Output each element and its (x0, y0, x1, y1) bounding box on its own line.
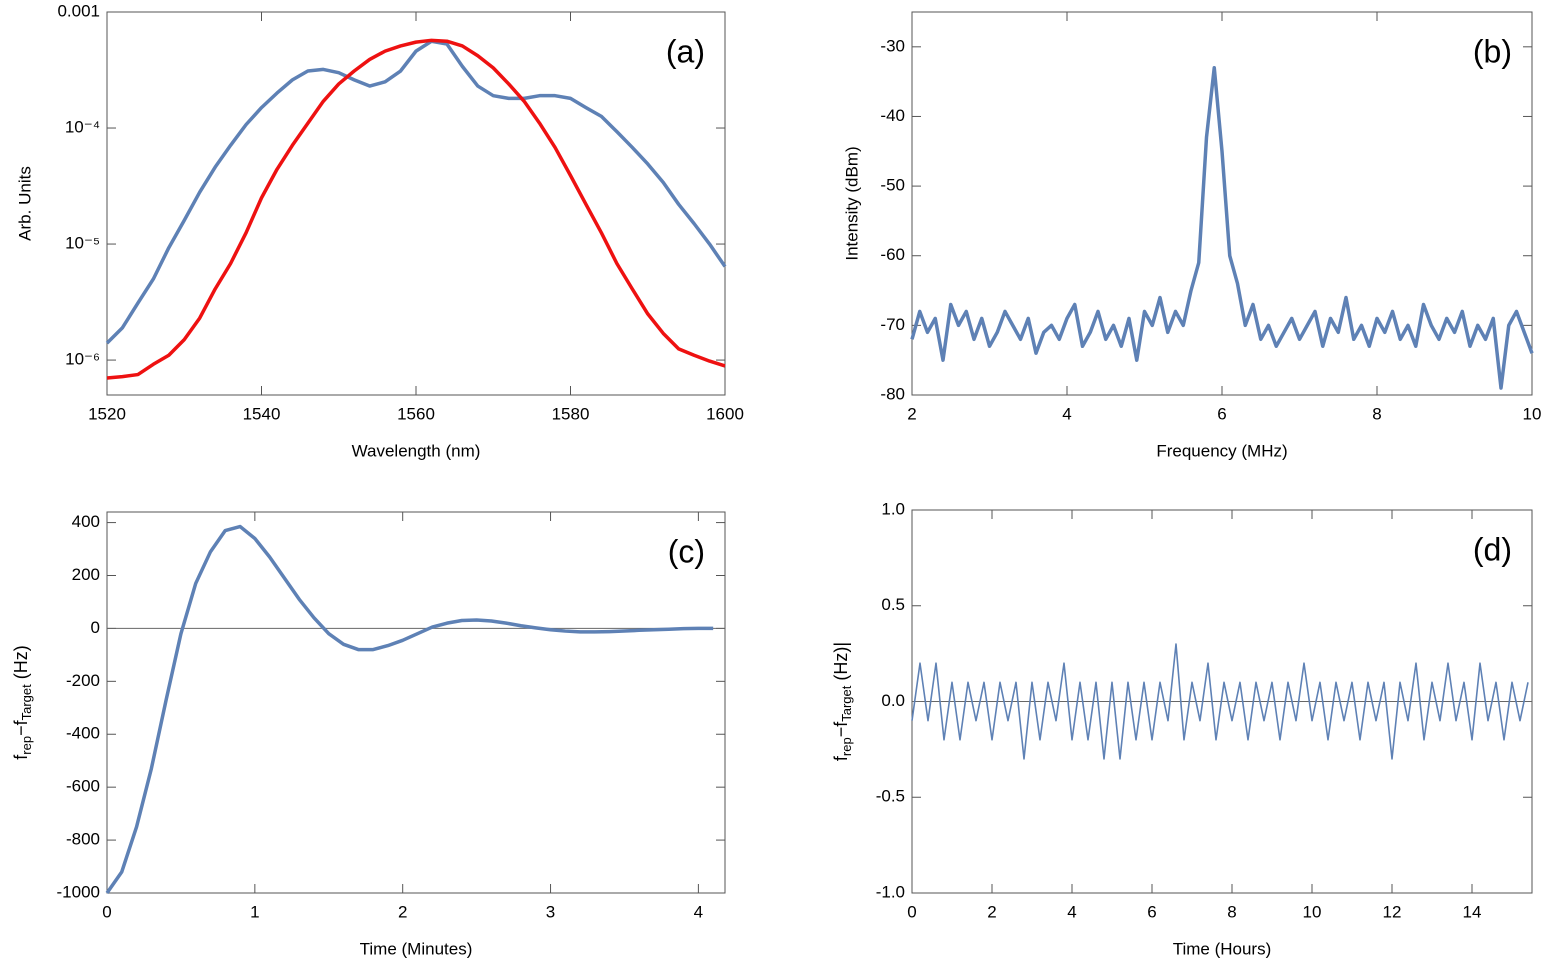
y-axis-label-part: −f (831, 721, 851, 738)
x-axis-label: Time (Minutes) (360, 939, 473, 958)
y-tick-label: -200 (66, 671, 100, 690)
x-tick-label: 1580 (552, 404, 590, 423)
x-tick-label: 3 (546, 902, 555, 921)
x-tick-label: 14 (1463, 902, 1482, 921)
y-tick-label: -1.0 (876, 882, 905, 901)
y-tick-label: 200 (72, 565, 100, 584)
y-axis-label-part: (Hz) (11, 645, 31, 684)
x-tick-label: 2 (987, 902, 996, 921)
y-tick-label: 0.0 (881, 691, 905, 710)
x-tick-label: 6 (1217, 404, 1226, 423)
panel-label: (a) (666, 33, 705, 69)
y-tick-label: 10⁻⁶ (65, 350, 100, 369)
panel: 1520 1540 1560 1580 1600 10⁻⁶ 10⁻⁵ 10⁻⁴ 0.001 Wav… (15, 1, 743, 460)
y-tick-label: -1000 (57, 882, 100, 901)
plot-frame (106, 11, 726, 396)
x-tick-label: 10 (1523, 404, 1542, 423)
y-tick-label: -600 (66, 777, 100, 796)
x-tick-label: 0 (907, 902, 916, 921)
x-tick-label: 0 (102, 902, 111, 921)
data-line (910, 65, 1534, 390)
x-tick-label: 1560 (397, 404, 435, 423)
y-axis-label: frep−fTarget (Hz) (11, 645, 35, 759)
y-tick-label: 0.001 (57, 1, 100, 20)
y-axis-label-part: (Hz)| (831, 642, 851, 686)
y-tick-label: 0.5 (881, 595, 905, 614)
x-tick-label: 6 (1147, 902, 1156, 921)
x-axis-label: Time (Hours) (1173, 939, 1272, 958)
y-axis-label: Intensity (dBm) (842, 146, 861, 260)
y-axis-label-subscript: Target (19, 684, 34, 721)
panel-label: (d) (1473, 531, 1512, 567)
y-tick-label: -30 (880, 36, 905, 55)
y-tick-label: 0 (91, 618, 100, 637)
x-tick-label: 4 (1067, 902, 1076, 921)
y-tick-label: -60 (880, 245, 905, 264)
x-axis-label: Frequency (MHz) (1156, 441, 1287, 460)
x-tick-label: 8 (1227, 902, 1236, 921)
y-tick-label: -0.5 (876, 787, 905, 806)
data-line (911, 643, 1529, 760)
x-tick-label: 4 (694, 902, 703, 921)
x-tick-label: 1 (250, 902, 259, 921)
data-line (105, 524, 714, 895)
x-axis-label: Wavelength (nm) (352, 441, 481, 460)
y-axis-label-subscript: rep (19, 736, 34, 755)
panel-label: (b) (1473, 33, 1512, 69)
data-line (105, 39, 727, 345)
y-tick-label: -50 (880, 176, 905, 195)
y-axis-label-subscript: rep (839, 737, 854, 756)
y-axis-label: frep−fTarget (Hz)| (831, 642, 855, 761)
panel: 2 4 6 8 10 -80 -70 -60 -50 -40 -30 Frequency (MHz) I… (842, 11, 1542, 460)
y-tick-label: -70 (880, 315, 905, 334)
x-tick-label: 10 (1303, 902, 1322, 921)
panel: 0 1 2 3 4 -1000 -800 -600 -400 -200 0 200 400 Time (M… (11, 511, 726, 958)
y-axis-label-subscript: Target (839, 685, 854, 722)
data-line (106, 38, 726, 380)
y-axis-label-part: f (831, 755, 851, 761)
y-tick-label: 400 (72, 512, 100, 531)
x-tick-label: 2 (398, 902, 407, 921)
x-tick-label: 8 (1372, 404, 1381, 423)
x-tick-label: 2 (907, 404, 916, 423)
panel-label: (c) (668, 533, 705, 569)
y-axis-label-part: f (11, 754, 31, 760)
x-tick-label: 12 (1383, 902, 1402, 921)
x-tick-label: 1600 (706, 404, 744, 423)
panel: 0 2 4 6 8 10 12 14 -1.0 -0.5 0.0 0.5 1.0 Time (Hours)… (831, 499, 1533, 958)
y-tick-label: -800 (66, 830, 100, 849)
y-tick-label: 10⁻⁵ (65, 234, 100, 253)
y-tick-label: -40 (880, 106, 905, 125)
y-axis-label: Arb. Units (15, 166, 34, 241)
x-tick-label: 1520 (88, 404, 126, 423)
plot-frame (106, 511, 726, 894)
y-tick-label: -400 (66, 724, 100, 743)
y-tick-label: -80 (880, 384, 905, 403)
y-tick-label: 10⁻⁴ (65, 118, 100, 137)
y-axis-label-part: −f (11, 719, 31, 736)
x-tick-label: 1540 (243, 404, 281, 423)
y-tick-label: 1.0 (881, 499, 905, 518)
x-tick-label: 4 (1062, 404, 1071, 423)
